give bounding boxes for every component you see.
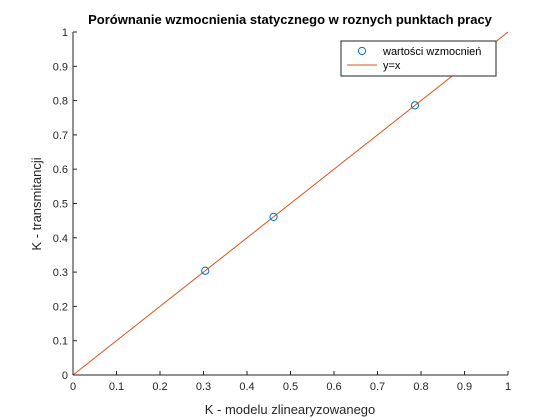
y-tick-label: 0.1 xyxy=(53,336,68,348)
legend-label: wartości wzmocnień xyxy=(382,46,481,58)
y-tick-label: 0.9 xyxy=(53,61,68,73)
y-tick-label: 0.2 xyxy=(53,301,68,313)
x-tick-label: 0.1 xyxy=(109,381,124,393)
legend-box xyxy=(340,40,497,77)
x-axis-title: K - modelu zlinearyzowanego xyxy=(205,402,376,417)
x-tick-label: 0.4 xyxy=(239,381,254,393)
x-tick-label: 0.5 xyxy=(283,381,298,393)
y-tick-label: 0.8 xyxy=(53,96,68,108)
y-tick-label: 1 xyxy=(62,27,68,39)
y-axis-title: K - transmitancji xyxy=(29,157,44,250)
legend: wartości wzmocnień y=x xyxy=(340,40,497,77)
legend-label: y=x xyxy=(383,60,401,72)
data-point xyxy=(269,212,278,221)
x-tick-label: 0.6 xyxy=(326,381,341,393)
y-tick-label: 0.5 xyxy=(53,199,68,211)
x-tick-label: 1 xyxy=(505,381,511,393)
series-line-1 xyxy=(72,31,509,376)
data-point xyxy=(410,101,420,110)
scatter-series-layer xyxy=(201,101,420,275)
x-tick-label: 0.3 xyxy=(196,381,211,393)
y-tick-label: 0 xyxy=(62,370,68,382)
x-tick-label: 0.7 xyxy=(370,381,385,393)
y-tick-label: 0.6 xyxy=(53,164,68,176)
x-tick-label: 0.2 xyxy=(152,381,167,393)
legend-marker-swatch xyxy=(357,46,367,56)
data-point xyxy=(201,266,210,275)
x-tick-label: 0.9 xyxy=(457,381,472,393)
x-tick-label: 0 xyxy=(70,381,76,393)
y-tick-label: 0.4 xyxy=(53,233,68,245)
y-tick-label: 0.3 xyxy=(53,267,68,279)
line-series-layer xyxy=(72,31,509,376)
chart-title: Porównanie wzmocnienia statycznego w roz… xyxy=(88,12,493,27)
y-ticks: 0 0.1 0.2 0.3 0.4 0.5 0.6 0.7 0.8 0.9 1 xyxy=(53,27,77,382)
x-ticks: 0 0.1 0.2 0.3 0.4 0.5 0.6 0.7 0.8 0.9 1 xyxy=(70,371,511,393)
y-tick-label: 0.7 xyxy=(53,130,68,142)
x-tick-label: 0.8 xyxy=(413,381,428,393)
